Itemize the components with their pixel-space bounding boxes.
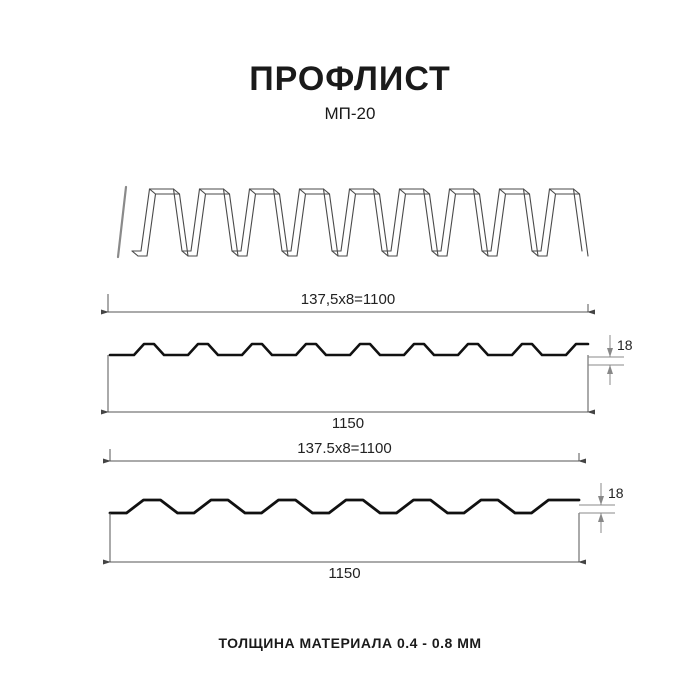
- svg-text:18: 18: [608, 485, 624, 501]
- svg-text:1150: 1150: [328, 565, 360, 582]
- svg-text:137.5x8=1100: 137.5x8=1100: [297, 440, 391, 457]
